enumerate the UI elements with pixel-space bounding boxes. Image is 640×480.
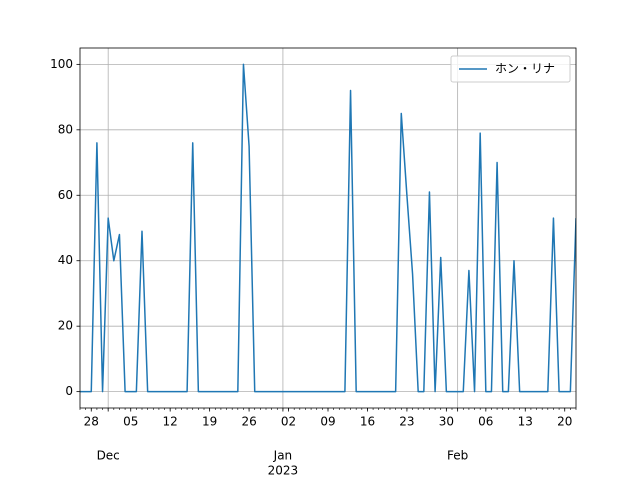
x-tick-label: 05	[123, 415, 138, 429]
year-label: 2023	[268, 464, 299, 478]
plot-frame	[79, 47, 577, 409]
month-label: Feb	[447, 449, 468, 463]
y-tick-label: 80	[58, 122, 73, 136]
x-tick-label: 20	[557, 415, 572, 429]
x-tick-label: 19	[202, 415, 217, 429]
x-tick-label: 30	[439, 415, 454, 429]
y-tick-label: 0	[65, 384, 73, 398]
x-tick-label: 26	[241, 415, 256, 429]
legend-label: ホン・リナ	[495, 62, 555, 76]
x-tick-label: 12	[163, 415, 178, 429]
month-label: Jan	[273, 449, 293, 463]
x-tick-label: 23	[399, 415, 414, 429]
y-tick-label: 20	[58, 319, 73, 333]
legend-box	[450, 55, 571, 83]
x-tick-label: 09	[320, 415, 335, 429]
x-tick-label: 16	[360, 415, 375, 429]
month-label: Dec	[97, 449, 120, 463]
x-tick-label: 06	[478, 415, 493, 429]
x-tick-label: 13	[518, 415, 533, 429]
x-tick-label: 02	[281, 415, 296, 429]
y-tick-label: 60	[58, 188, 73, 202]
y-tick-label: 40	[58, 253, 73, 267]
y-tick-label: 100	[50, 57, 73, 71]
line	[80, 63, 576, 393]
x-tick-label: 28	[84, 415, 99, 429]
